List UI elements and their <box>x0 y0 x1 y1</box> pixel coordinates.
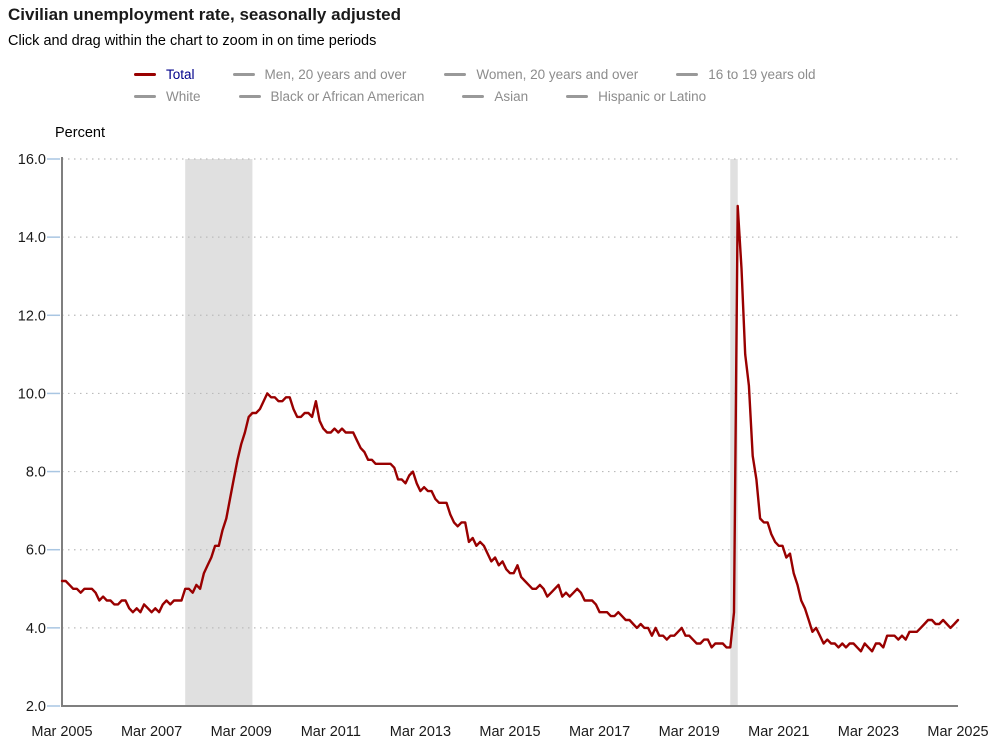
legend-label: Total <box>166 66 195 82</box>
legend-label: White <box>166 88 201 104</box>
y-axis-title: Percent <box>55 125 105 141</box>
y-tick-label: 12.0 <box>18 308 46 324</box>
y-tick-label: 14.0 <box>18 230 46 246</box>
legend-row-1: Total Men, 20 years and over Women, 20 yea… <box>134 63 816 85</box>
y-tick-label: 6.0 <box>26 543 46 559</box>
y-tick-label: 4.0 <box>26 621 46 637</box>
legend-label: 16 to 19 years old <box>708 66 816 82</box>
recession-band <box>185 159 253 706</box>
legend-label: Black or African American <box>270 88 425 104</box>
legend-item-asian[interactable]: Asian <box>462 89 528 104</box>
y-tick-label: 16.0 <box>18 152 46 168</box>
recession-band <box>730 159 738 706</box>
legend-item-black-or-african-american[interactable]: Black or African American <box>238 88 425 104</box>
legend-label: Hispanic or Latino <box>598 88 707 104</box>
legend-item-hispanic-or-latino[interactable]: Hispanic or Latino <box>566 89 706 104</box>
chart-legend: Total Men, 20 years and over Women, 20 yea… <box>134 63 816 107</box>
x-tick-label: Mar 2017 <box>569 724 630 740</box>
y-tick-label: 2.0 <box>26 699 46 715</box>
x-tick-label: Mar 2005 <box>31 724 92 740</box>
x-tick-label: Mar 2025 <box>927 724 988 740</box>
legend-swatch-icon <box>134 72 156 76</box>
series-line-total <box>60 204 960 653</box>
legend-label: Asian <box>494 88 529 104</box>
legend-item-women-20-years-and-over[interactable]: Women, 20 years and over <box>444 67 638 82</box>
x-tick-label: Mar 2009 <box>211 724 272 740</box>
legend-item-men-20-years-and-over[interactable]: Men, 20 years and over <box>232 66 407 82</box>
legend-swatch-icon <box>566 94 589 98</box>
legend-swatch-icon <box>134 94 156 98</box>
legend-swatch-icon <box>676 72 699 76</box>
x-tick-label: Mar 2021 <box>748 724 809 740</box>
y-tick-label: 8.0 <box>26 465 46 481</box>
page-title: Civilian unemployment rate, seasonally a… <box>8 5 402 24</box>
legend-item-white[interactable]: White <box>134 89 201 104</box>
legend-item-total[interactable]: Total <box>134 67 195 82</box>
x-tick-label: Mar 2007 <box>121 724 182 740</box>
x-tick-label: Mar 2019 <box>659 724 720 740</box>
legend-label: Men, 20 years and over <box>264 66 407 82</box>
x-tick-label: Mar 2013 <box>390 724 451 740</box>
page-subtitle: Click and drag within the chart to zoom … <box>8 33 377 49</box>
legend-swatch-icon <box>462 94 485 98</box>
legend-swatch-icon <box>238 94 261 98</box>
legend-swatch-icon <box>444 72 467 76</box>
x-tick-label: Mar 2011 <box>301 724 361 740</box>
chart-plot-area[interactable] <box>62 149 958 706</box>
legend-swatch-icon <box>232 72 255 76</box>
x-tick-label: Mar 2023 <box>838 724 899 740</box>
legend-item-16-to-19-years-old[interactable]: 16 to 19 years old <box>676 66 816 82</box>
y-tick-label: 10.0 <box>18 386 46 402</box>
legend-row-2: White Black or African American Asian Hispa… <box>134 85 816 107</box>
legend-label: Women, 20 years and over <box>476 66 639 82</box>
x-tick-label: Mar 2015 <box>479 724 540 740</box>
